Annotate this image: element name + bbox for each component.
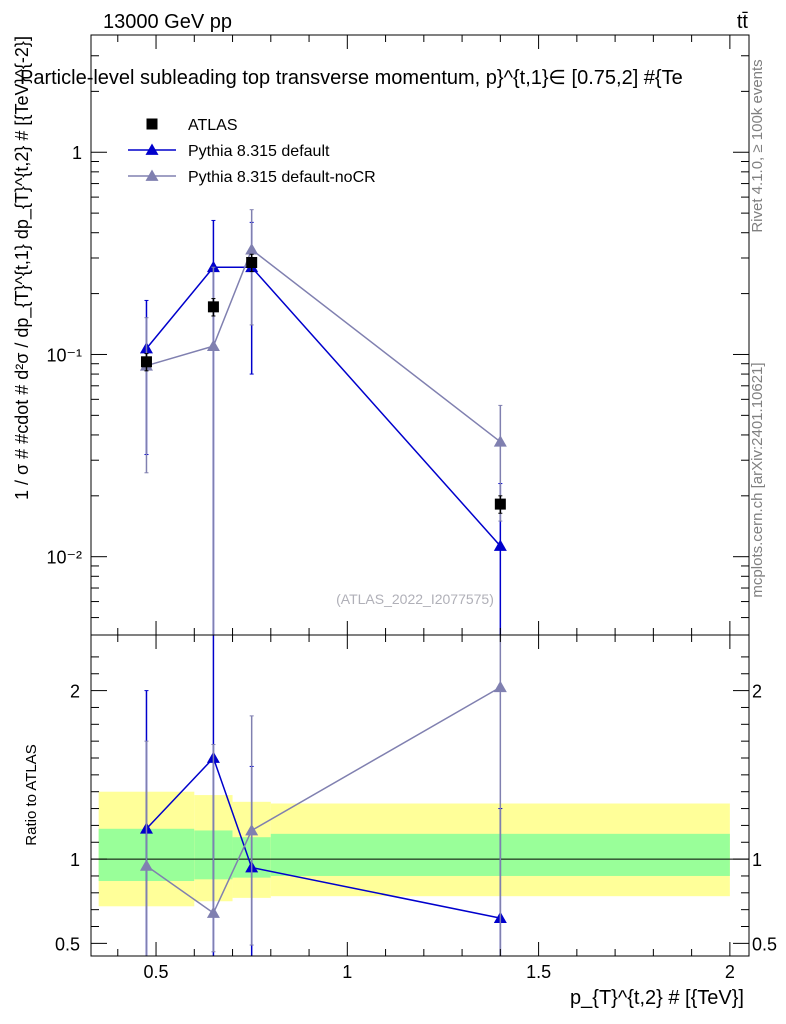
x-tick-label: 1.5: [526, 962, 551, 982]
atlas-point: [494, 498, 506, 510]
legend-label: Pythia 8.315 default: [188, 143, 330, 160]
energy-label: 13000 GeV pp: [103, 11, 232, 33]
x-axis-label: p_{T}^{t,2} # [{TeV}]: [570, 987, 744, 1009]
mc-point: [206, 260, 220, 273]
mc-point: [493, 435, 507, 447]
ratio-panel-frame: [90, 634, 750, 957]
ratio-point: [139, 859, 153, 871]
legend-marker-atlas: [146, 118, 158, 130]
mcplots-label: mcplots.cern.ch [arXiv:2401.10621]: [749, 362, 766, 597]
main-series-1: [139, 219, 507, 636]
main-series-2: [139, 209, 507, 636]
ratio-series-line-1: [146, 686, 501, 915]
mc-point: [493, 539, 507, 551]
legend-marker: [145, 169, 159, 181]
y-tick-label-main: 10⁻²: [46, 548, 82, 568]
y-tick-label-ratio-right: 0.5: [752, 934, 777, 954]
y-tick-label-main: 10⁻¹: [46, 345, 82, 365]
ratio-y-axis-label: Ratio to ATLAS: [23, 744, 40, 845]
x-tick-label: 0.5: [144, 962, 169, 982]
rivet-label: Rivet 4.1.0, ≥ 100k events: [749, 59, 766, 232]
y-tick-label-main: 1: [72, 143, 82, 163]
data-series: [139, 209, 507, 957]
mc-point: [206, 339, 220, 351]
process-label: tt̄: [737, 11, 749, 33]
ratio-point: [493, 680, 507, 693]
y-tick-label-ratio-left: 0.5: [55, 934, 80, 954]
x-tick-label: 1: [342, 962, 352, 982]
ratio-uncertainty-bands: [98, 791, 730, 907]
ratio-point: [245, 823, 259, 836]
ratio-series-1: [139, 634, 507, 957]
analysis-label: (ATLAS_2022_I2077575): [336, 591, 494, 607]
atlas-point: [140, 356, 152, 368]
ratio-series-line-0: [145, 756, 501, 919]
main-series-line-2: [146, 248, 501, 443]
x-tick-label: 2: [725, 962, 735, 982]
main-y-axis-label: 1 / σ # #cdot # d²σ / dp_{T}^{t,1} dp_{T…: [12, 36, 33, 500]
main-series-0: [140, 253, 506, 514]
legend-marker: [145, 143, 159, 155]
plot-title: Particle-level subleading top transverse…: [20, 67, 683, 89]
y-tick-label-ratio-right: 1: [752, 850, 762, 870]
plot-frames: [90, 34, 750, 957]
mc-point: [245, 243, 259, 255]
y-tick-label-ratio-left: 1: [70, 850, 80, 870]
atlas-point: [246, 256, 258, 268]
axis-ticks: 0.5 1 1.5 2 1 10⁻¹ 10⁻² 0.5 0.5 1 1 2 2: [46, 35, 777, 982]
ratio-point: [206, 906, 220, 918]
atlas-point: [207, 301, 219, 313]
y-tick-label-ratio-left: 2: [70, 682, 80, 702]
legend: ATLAS Pythia 8.315 default Pythia 8.315 de…: [128, 117, 376, 186]
legend-label: ATLAS: [188, 117, 238, 134]
legend-label: Pythia 8.315 default-noCR: [188, 169, 376, 186]
main-series-line-1: [145, 266, 501, 547]
y-tick-label-ratio-right: 2: [752, 682, 762, 702]
